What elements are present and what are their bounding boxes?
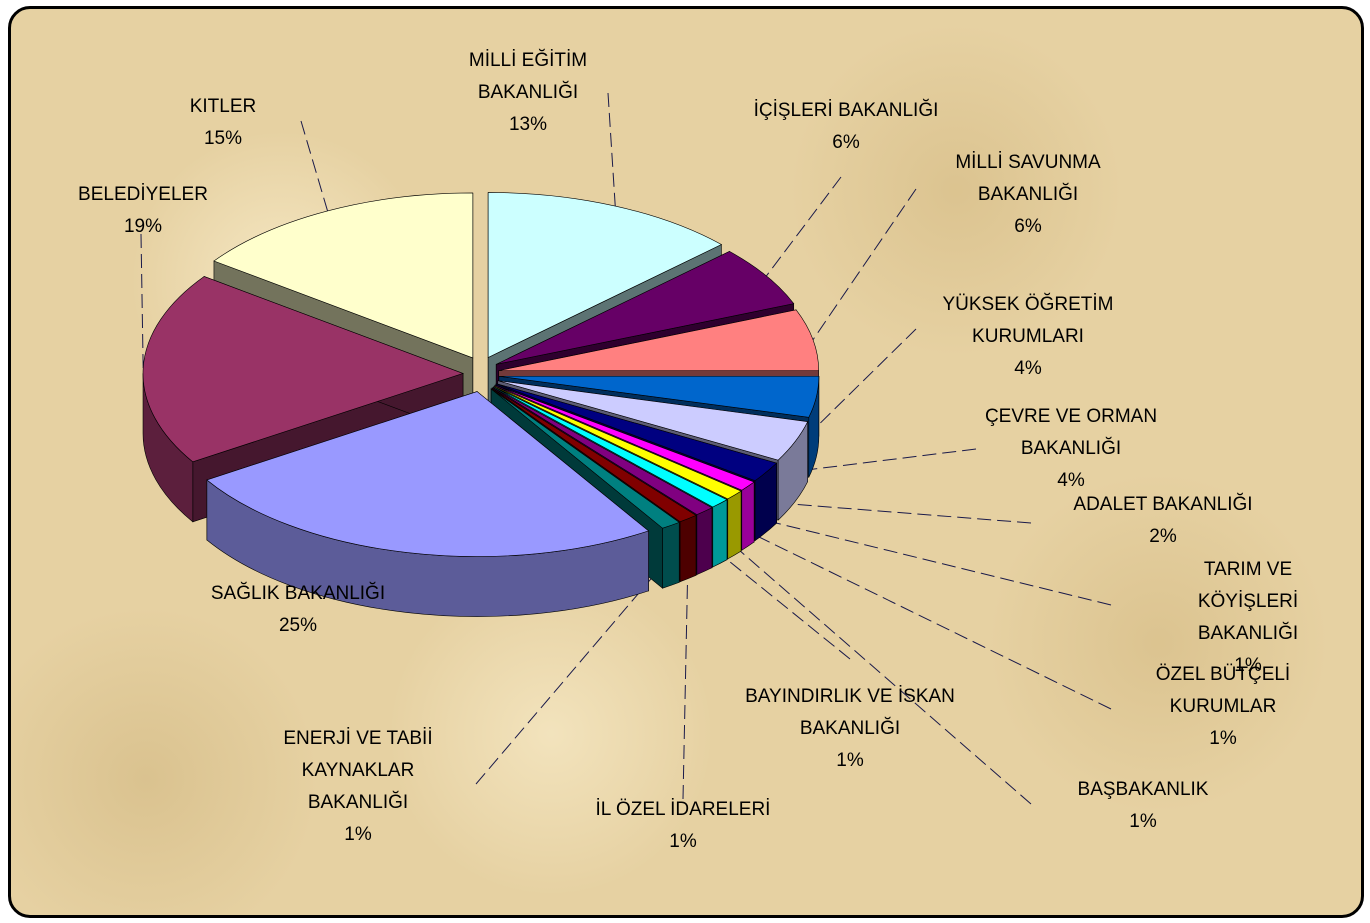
slice-percent: 2% — [1149, 526, 1177, 547]
slice-name: ADALET BAKANLIĞI — [1073, 494, 1253, 515]
slice-top — [498, 309, 819, 371]
slice-name: İÇİŞLERİ BAKANLIĞI — [753, 100, 939, 121]
leader-line — [812, 188, 917, 340]
slice-percent: 1% — [836, 750, 864, 771]
slice-name: BAYINDIRLIK VE İSKAN BAKANLIĞI — [745, 686, 955, 739]
slice-percent: 25% — [278, 615, 318, 636]
slice-percent: 15% — [203, 128, 243, 149]
leader-line — [765, 176, 842, 277]
leader-line — [795, 448, 977, 472]
leader-line — [815, 328, 917, 428]
slice-top — [487, 192, 723, 358]
slice-top — [496, 251, 795, 365]
leader-line — [719, 533, 1032, 805]
slice-label: YÜKSEK ÖĞRETİM KURUMLARI 4% — [942, 289, 1113, 385]
slice-top — [497, 380, 809, 461]
slice-name: ÖZEL BÜTÇELİ KURUMLAR — [1155, 664, 1291, 717]
slice-percent: 4% — [1014, 358, 1042, 379]
slice-side — [741, 481, 755, 551]
leader-line — [140, 233, 144, 369]
slice-percent: 4% — [1057, 470, 1085, 491]
slice-percent: 1% — [1209, 728, 1237, 749]
slice-top — [494, 385, 742, 500]
leader-line — [607, 92, 616, 207]
slice-name: MİLLİ EĞİTİM BAKANLIĞI — [468, 50, 588, 103]
slice-percent: 1% — [344, 824, 372, 845]
slice-side — [712, 499, 728, 568]
slice-name: SAĞLIK BAKANLIĞI — [210, 583, 386, 604]
slice-top — [496, 383, 778, 481]
pie-slice — [206, 390, 650, 617]
slice-name: İL ÖZEL İDARELERİ — [595, 799, 771, 820]
slice-name: MİLLİ SAVUNMA BAKANLIĞI — [955, 152, 1101, 205]
slice-label: TARIM VE KÖYİŞLERİ BAKANLIĞI 1% — [1192, 554, 1305, 682]
slice-label: KITLER 15% — [190, 91, 257, 155]
slice-top — [490, 388, 680, 529]
slice-name: ÇEVRE VE ORMAN BAKANLIĞI — [984, 406, 1158, 459]
slice-label: SAĞLIK BAKANLIĞI 25% — [211, 578, 385, 642]
slice-side — [696, 507, 713, 576]
slice-percent: 13% — [508, 114, 548, 135]
slice-name: BAŞBAKANLIK — [1077, 779, 1209, 800]
leader-line — [300, 120, 329, 212]
slice-label: ENERJİ VE TABİİ KAYNAKLAR BAKANLIĞI 1% — [283, 723, 432, 851]
slice-label: ADALET BAKANLIĞI 2% — [1073, 489, 1252, 553]
slice-label: ÖZEL BÜTÇELİ KURUMLAR 1% — [1156, 659, 1290, 755]
chart-frame: MİLLİ EĞİTİM BAKANLIĞI 13% İÇİŞLERİ BAKANL… — [8, 6, 1364, 918]
slice-percent: 19% — [123, 216, 163, 237]
slice-label: BAŞBAKANLIK 1% — [1078, 774, 1209, 838]
slice-label: BAYINDIRLIK VE İSKAN BAKANLIĞI 1% — [745, 681, 955, 777]
leader-line — [734, 524, 1112, 710]
slice-side — [662, 521, 680, 589]
leader-line — [766, 501, 1032, 524]
slice-label: BELEDİYELER 19% — [78, 179, 208, 243]
slice-name: TARIM VE KÖYİŞLERİ BAKANLIĞI — [1197, 559, 1299, 644]
slice-label: İL ÖZEL İDARELERİ 1% — [596, 794, 771, 858]
slice-top — [213, 192, 474, 359]
chart — [140, 92, 1112, 805]
slice-percent: 6% — [832, 132, 860, 153]
slice-percent: 6% — [1014, 216, 1042, 237]
slice-name: KITLER — [189, 96, 257, 117]
slice-percent: 1% — [1234, 655, 1262, 676]
slice-top — [492, 387, 713, 515]
slice-top — [495, 384, 755, 491]
slice-top — [498, 375, 820, 418]
slice-top — [206, 391, 650, 557]
slice-label: ÇEVRE VE ORMAN BAKANLIĞI 4% — [985, 401, 1157, 497]
slice-side — [727, 490, 742, 560]
slice-side — [679, 514, 697, 583]
slice-top — [491, 387, 697, 523]
slice-label: MİLLİ EĞİTİM BAKANLIĞI 13% — [469, 45, 587, 141]
slice-name: BELEDİYELER — [78, 184, 208, 205]
slice-name: ENERJİ VE TABİİ KAYNAKLAR BAKANLIĞI — [283, 728, 433, 813]
slice-name: YÜKSEK ÖĞRETİM KURUMLARI — [942, 294, 1114, 347]
slice-percent: 1% — [669, 831, 697, 852]
slice-label: MİLLİ SAVUNMA BAKANLIĞI 6% — [955, 147, 1100, 243]
leader-line — [682, 548, 689, 800]
leader-line — [704, 540, 851, 660]
slice-top — [142, 276, 464, 463]
leader-line — [747, 515, 1112, 606]
slice-percent: 1% — [1129, 811, 1157, 832]
slice-label: İÇİŞLERİ BAKANLIĞI 6% — [754, 95, 939, 159]
slice-top — [493, 386, 728, 508]
